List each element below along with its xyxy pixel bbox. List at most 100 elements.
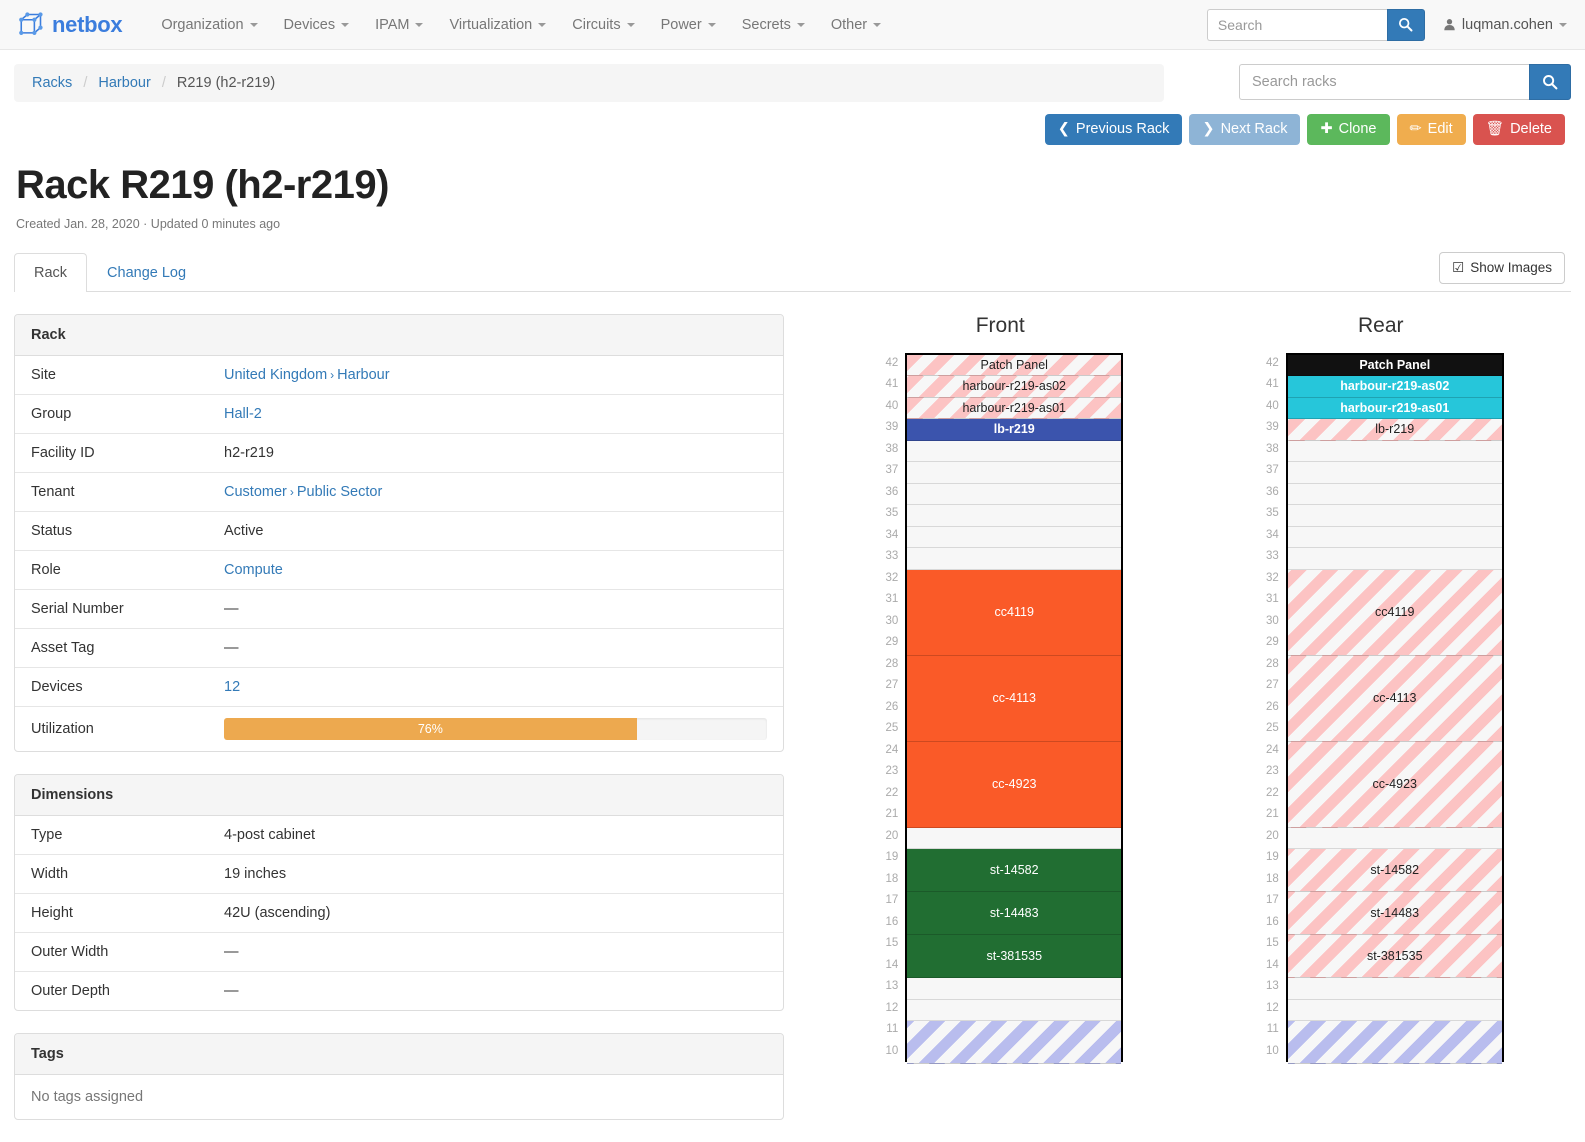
front-device[interactable]: lb-r219 — [907, 419, 1122, 441]
breadcrumb-racks-link[interactable]: Racks — [32, 75, 73, 91]
front-empty-unit-slot[interactable] — [907, 978, 1122, 1000]
site-link[interactable]: Harbour — [337, 366, 390, 383]
rear-empty-unit-slot[interactable] — [1287, 462, 1502, 484]
breadcrumb-site-link[interactable]: Harbour — [98, 75, 151, 91]
chevron-down-icon — [249, 22, 258, 27]
nav-item-circuits[interactable]: Circuits — [559, 11, 647, 39]
front-unit-number: 22 — [885, 786, 899, 799]
netbox-brand[interactable]: netbox — [12, 11, 123, 39]
search-icon — [1543, 75, 1558, 90]
page-title: Rack R219 (h2-r219) — [16, 162, 389, 207]
front-device[interactable]: st-14582 — [907, 849, 1122, 892]
front-unit-number: 38 — [885, 442, 899, 455]
chevron-right-icon: ❯ — [1202, 121, 1215, 137]
front-empty-unit-slot[interactable] — [907, 548, 1122, 570]
front-device[interactable]: cc-4113 — [907, 655, 1122, 742]
rear-empty-unit-slot[interactable] — [1287, 827, 1502, 849]
global-search-button[interactable] — [1386, 8, 1425, 41]
utilization-progress: 76% — [224, 717, 767, 740]
rear-device[interactable]: st-381535 — [1287, 935, 1502, 978]
rear-device[interactable]: harbour-r219-as02 — [1287, 376, 1502, 398]
front-device[interactable]: Patch Panel — [907, 354, 1122, 376]
row-value: — — [224, 982, 239, 999]
front-empty-unit-slot[interactable] — [907, 999, 1122, 1021]
brand-text: netbox — [52, 11, 123, 37]
front-empty-unit-slot[interactable] — [907, 526, 1122, 548]
left-column: Rack Site United Kingdom › Harbour Group — [14, 313, 784, 1142]
rear-empty-unit-slot[interactable] — [1287, 978, 1502, 1000]
rear-device[interactable]: lb-r219 — [1287, 419, 1502, 441]
role-link[interactable]: Compute — [224, 561, 283, 578]
nav-item-organization[interactable]: Organization — [148, 11, 270, 39]
nav-item-virtualization[interactable]: Virtualization — [436, 11, 559, 39]
table-row: Width 19 inches — [15, 854, 783, 893]
front-unit-number: 26 — [885, 700, 899, 713]
rear-device[interactable]: cc4119 — [1287, 569, 1502, 656]
front-empty-unit-slot[interactable] — [907, 462, 1122, 484]
front-device[interactable]: cc4119 — [907, 569, 1122, 656]
tab-rack[interactable]: Rack — [14, 252, 88, 292]
front-unit-number: 34 — [885, 528, 899, 541]
user-menu[interactable]: luqman.cohen — [1443, 17, 1567, 33]
front-device-label: cc4119 — [994, 605, 1034, 619]
rack-search-input[interactable] — [1239, 64, 1529, 100]
clone-button[interactable]: ✚ Clone — [1307, 114, 1390, 145]
next-rack-button[interactable]: ❯ Next Rack — [1189, 114, 1301, 145]
nav-item-secrets[interactable]: Secrets — [729, 11, 818, 39]
tenant-link[interactable]: Public Sector — [296, 483, 383, 500]
rear-unit-number: 13 — [1265, 980, 1279, 992]
rear-device[interactable]: Patch Panel — [1287, 354, 1502, 376]
front-empty-unit-slot[interactable] — [907, 440, 1122, 462]
global-search-input[interactable] — [1206, 8, 1387, 41]
rear-empty-unit-slot[interactable] — [1287, 505, 1502, 527]
rear-device[interactable] — [1287, 1021, 1502, 1064]
rear-device[interactable]: cc-4113 — [1287, 655, 1502, 742]
site-region-link[interactable]: United Kingdom — [224, 366, 328, 383]
front-device[interactable]: st-14483 — [907, 892, 1122, 935]
rear-device[interactable]: harbour-r219-as01 — [1287, 397, 1502, 419]
delete-button[interactable]: 🗑 Delete — [1472, 114, 1565, 145]
rear-empty-unit-slot[interactable] — [1287, 999, 1502, 1021]
rear-empty-unit-slot[interactable] — [1287, 526, 1502, 548]
rear-empty-unit-slot[interactable] — [1287, 548, 1502, 570]
group-link[interactable]: Hall-2 — [224, 405, 262, 422]
plus-icon: ✚ — [1320, 121, 1333, 137]
nav-item-other[interactable]: Other — [818, 11, 894, 39]
tags-panel: Tags No tags assigned — [14, 1032, 784, 1120]
devices-count-link[interactable]: 12 — [224, 678, 241, 695]
rear-device[interactable]: st-14483 — [1287, 892, 1502, 935]
front-device[interactable] — [907, 1021, 1122, 1064]
front-device[interactable]: st-381535 — [907, 935, 1122, 978]
previous-rack-button[interactable]: ❮ Previous Rack — [1044, 114, 1183, 145]
delete-label: Delete — [1510, 121, 1552, 137]
navbar-right: luqman.cohen — [1206, 8, 1573, 41]
nav-item-devices[interactable]: Devices — [271, 11, 363, 39]
row-key: Tenant — [31, 483, 75, 500]
rear-device[interactable]: st-14582 — [1287, 849, 1502, 892]
row-value: 42U (ascending) — [224, 904, 331, 921]
tenant-group-link[interactable]: Customer — [224, 483, 287, 500]
nav-item-power[interactable]: Power — [648, 11, 729, 39]
search-icon — [1399, 17, 1413, 32]
row-value: — — [224, 600, 239, 617]
front-device[interactable]: cc-4923 — [907, 741, 1122, 828]
front-device[interactable]: harbour-r219-as01 — [907, 397, 1122, 419]
table-row: Site United Kingdom › Harbour — [15, 356, 783, 394]
chevron-down-icon — [341, 22, 350, 27]
show-images-button[interactable]: ☑ Show Images — [1439, 251, 1565, 284]
rack-search-button[interactable] — [1529, 64, 1571, 100]
front-unit-number: 30 — [885, 614, 899, 627]
rear-empty-unit-slot[interactable] — [1287, 440, 1502, 462]
edit-button[interactable]: ✏ Edit — [1396, 114, 1466, 145]
nav-item-ipam[interactable]: IPAM — [362, 11, 436, 39]
front-empty-unit-slot[interactable] — [907, 483, 1122, 505]
front-empty-unit-slot[interactable] — [907, 827, 1122, 849]
rear-device-label: st-381535 — [1366, 949, 1423, 963]
rear-device[interactable]: cc-4923 — [1287, 741, 1502, 828]
row-key: Group — [31, 405, 72, 422]
front-device[interactable]: harbour-r219-as02 — [907, 376, 1122, 398]
page-subtitle: Created Jan. 28, 2020 · Updated 0 minute… — [16, 216, 281, 231]
front-empty-unit-slot[interactable] — [907, 505, 1122, 527]
rear-empty-unit-slot[interactable] — [1287, 483, 1502, 505]
tab-change-log[interactable]: Change Log — [107, 264, 187, 281]
